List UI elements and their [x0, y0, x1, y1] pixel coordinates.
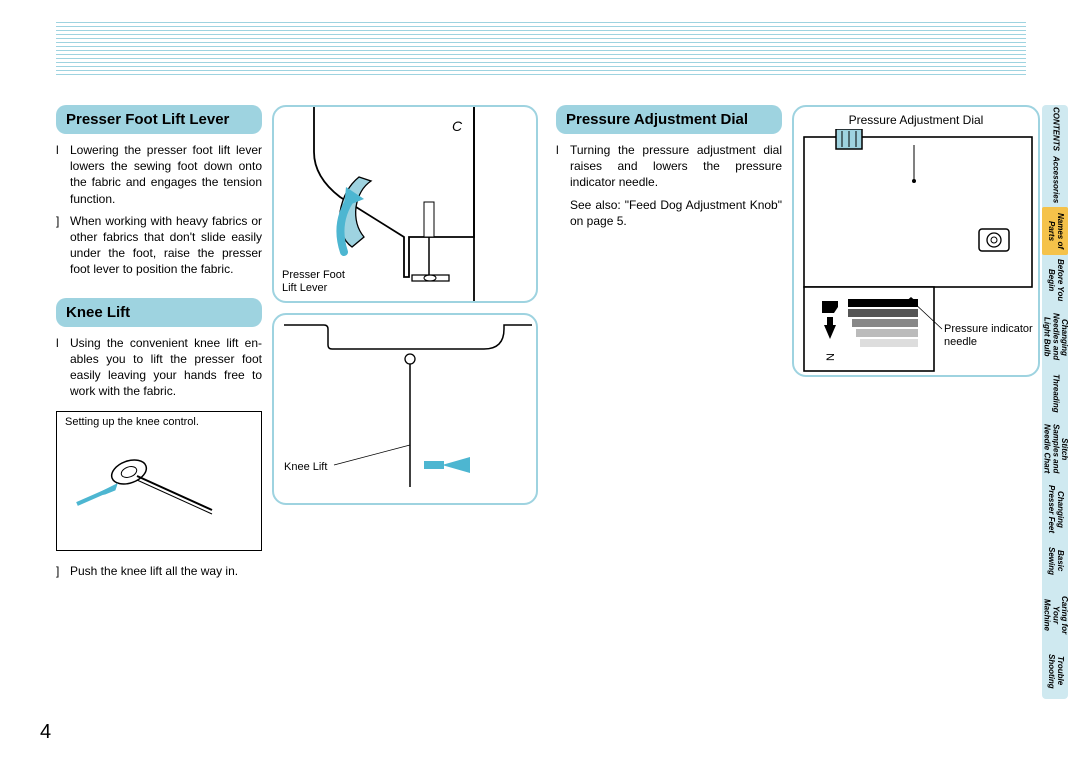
knee-control-caption: Setting up the knee control.: [57, 412, 261, 432]
tab-caring[interactable]: Caring for Your Machine: [1042, 585, 1068, 645]
tab-contents[interactable]: CONTENTS: [1042, 105, 1068, 153]
tab-threading[interactable]: Threading: [1042, 369, 1068, 417]
tab-accessories[interactable]: Accessories: [1042, 153, 1068, 207]
knee-control-illustration: [57, 432, 263, 542]
tab-changing-presser[interactable]: Changing Presser Feet: [1042, 481, 1068, 537]
fig3-title: Pressure Adjustment Dial: [794, 113, 1038, 127]
section2-heading: Knee Lift: [56, 298, 262, 327]
tab-changing-needles[interactable]: Changing Needles and Light Bulb: [1042, 305, 1068, 369]
section-tabs-sidebar: CONTENTS Accessories Names of Parts Befo…: [1042, 105, 1068, 699]
figure-knee-lift: Knee Lift: [272, 313, 538, 505]
section1-heading: Presser Foot Lift Lever: [56, 105, 262, 134]
section1-para1-text: Lowering the presser foot lift le­ver lo…: [70, 143, 262, 206]
section1-para1: lLowering the presser foot lift le­ver l…: [70, 142, 262, 207]
right-column: Pressure Adjustment Dial lTurning the pr…: [556, 105, 782, 235]
tab-names-of-parts[interactable]: Names of Parts: [1042, 207, 1068, 255]
fig3-label: Pressure indicator needle: [944, 323, 1033, 349]
section3-para1-text: Turning the pressure adjustment dial rai…: [570, 143, 782, 189]
knee-control-figure-box: Setting up the knee control.: [56, 411, 262, 551]
section2-step-text: Push the knee lift all the way in.: [70, 564, 238, 578]
tab-stitch-samples[interactable]: Stitch Samples and Needle Chart: [1042, 417, 1068, 481]
tab-basic-sewing[interactable]: Basic Sewing: [1042, 537, 1068, 585]
section1-para2: ]When working with heavy fabrics or othe…: [70, 213, 262, 278]
tab-trouble[interactable]: Trouble Shooting: [1042, 645, 1068, 697]
knee-lift-svg: [274, 315, 536, 503]
left-column: Presser Foot Lift Lever lLowering the pr…: [56, 105, 262, 585]
section2-step: ]Push the knee lift all the way in.: [70, 563, 262, 579]
fig2-label: Knee Lift: [284, 461, 327, 474]
svg-text:N: N: [825, 353, 837, 361]
figure-presser-foot: C Presser Foot Lift Lever: [272, 105, 538, 303]
section2-para1-text: Using the convenient knee lift en­ables …: [70, 336, 262, 399]
section3-seealso: See also: "Feed Dog Adjustment Knob" on …: [570, 197, 782, 229]
section3-heading: Pressure Adjustment Dial: [556, 105, 782, 134]
figure-pressure-dial: Pressure Adjustment Dial: [792, 105, 1040, 377]
section2-para1: lUsing the convenient knee lift en­ables…: [70, 335, 262, 400]
page-number: 4: [40, 721, 51, 744]
page-content: Presser Foot Lift Lever lLowering the pr…: [56, 105, 1046, 705]
section3-para1: lTurning the pressure adjustment dial ra…: [570, 142, 782, 191]
header-rules: [56, 22, 1026, 78]
section1-para2-text: When working with heavy fabrics or other…: [70, 214, 262, 277]
fig1-label: Presser Foot Lift Lever: [282, 269, 345, 295]
c-mark: C: [452, 118, 463, 134]
tab-before-you-begin[interactable]: Before You Begin: [1042, 255, 1068, 305]
